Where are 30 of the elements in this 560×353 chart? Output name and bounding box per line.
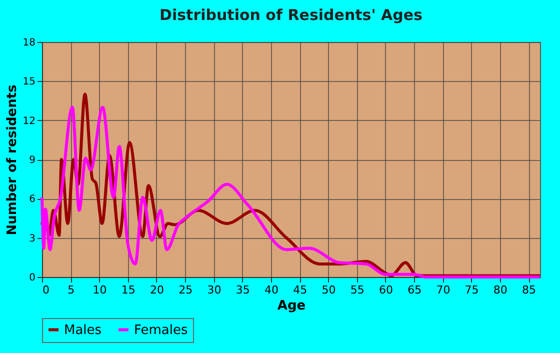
y-tick-label: 6 (29, 194, 36, 206)
x-axis-title: Age (277, 298, 306, 314)
x-tick-label: 25 (178, 284, 193, 296)
chart-title: Distribution of Residents' Ages (160, 6, 423, 24)
y-axis-title: Number of residents (4, 84, 20, 236)
x-tick-label: 0 (42, 284, 50, 296)
x-tick-label: 80 (493, 284, 508, 296)
x-tick-label: 45 (293, 284, 308, 296)
x-tick-label: 10 (92, 284, 107, 296)
x-tick-label: 65 (408, 284, 422, 296)
y-tick-label: 12 (22, 116, 36, 127)
y-tick-label: 9 (29, 155, 36, 166)
y-tick-label: 3 (29, 233, 36, 244)
x-tick-label: 85 (522, 284, 536, 296)
x-tick-label: 30 (207, 284, 222, 296)
x-tick-label: 75 (464, 284, 479, 296)
x-tick-label: 40 (264, 284, 278, 296)
x-tick-label: 55 (350, 284, 364, 296)
legend-label: Females (134, 322, 188, 338)
x-tick-label: 35 (236, 284, 250, 296)
x-tick-label: 20 (150, 284, 164, 296)
y-tick-label: 15 (22, 76, 36, 88)
x-tick-label: 50 (322, 284, 336, 296)
legend-label: Males (64, 322, 102, 338)
x-tick-label: 5 (68, 284, 75, 296)
y-tick-label: 18 (22, 38, 36, 48)
x-tick-label: 60 (378, 284, 393, 296)
y-tick-label: 0 (29, 272, 36, 284)
x-tick-label: 70 (436, 284, 450, 296)
x-tick-label: 15 (121, 284, 136, 296)
